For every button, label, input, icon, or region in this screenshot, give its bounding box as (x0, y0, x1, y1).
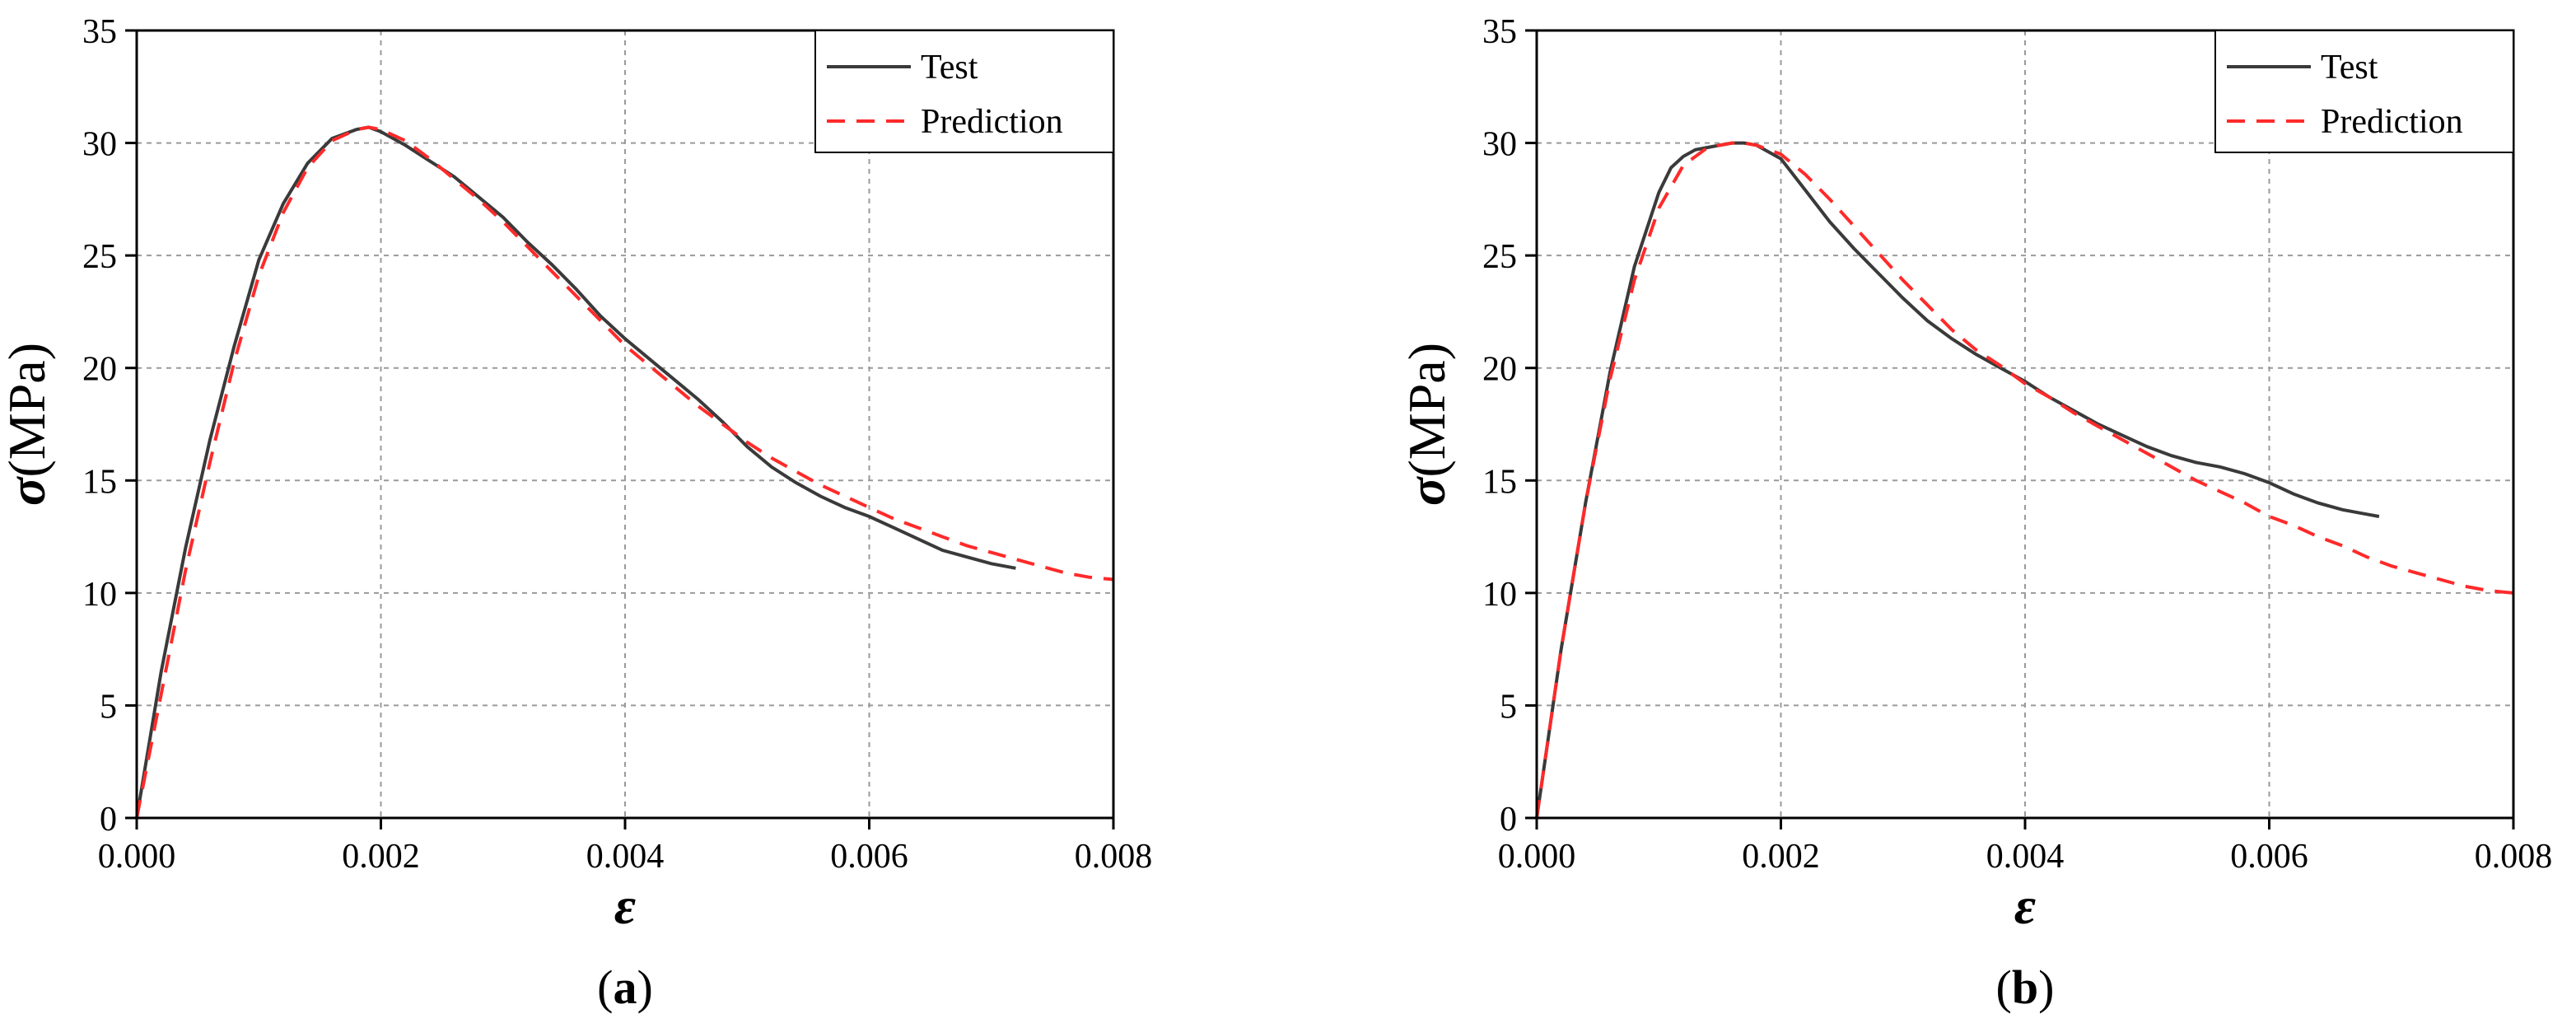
panel-label-close: ) (637, 960, 653, 1014)
y-tick-label: 0 (100, 801, 117, 839)
y-tick-label: 15 (1482, 463, 1517, 501)
panel-label-open: ( (1996, 960, 2012, 1014)
series-line-test (135, 125, 1016, 819)
y-axis-title: σ(MPa) (0, 343, 56, 506)
panel-label: (b) (1996, 960, 2055, 1014)
y-tick-label: 30 (82, 126, 117, 164)
series-line-prediction (135, 125, 1114, 819)
x-axis-title: ε (2014, 876, 2036, 935)
x-tick-label: 0.004 (586, 838, 665, 876)
series-line-prediction (1535, 141, 2514, 819)
y-tick-label: 25 (82, 238, 117, 276)
y-tick-label: 0 (1500, 801, 1517, 839)
y-axis-unit: (MPa) (1398, 343, 1456, 478)
legend-label-test: Test (2321, 49, 2378, 86)
legend-label-prediction: Prediction (921, 103, 1063, 141)
y-tick-label: 10 (1482, 576, 1517, 614)
x-tick-label: 0.006 (830, 838, 908, 876)
y-axis-symbol: σ (0, 476, 56, 506)
x-tick-label: 0.002 (1742, 838, 1820, 876)
series-line-test (1535, 141, 2380, 819)
chart-panel-b: 0.000 0.002 0.004 0.006 0.008 0 5 10 15 20 25 30 35 ε… (1398, 13, 2552, 1014)
y-tick-label: 35 (82, 13, 117, 51)
y-tick-label: 15 (82, 463, 117, 501)
legend-box (814, 30, 1114, 153)
x-axis-title: ε (614, 876, 636, 935)
y-tick-label: 5 (1500, 688, 1517, 726)
panel-label-close: ) (2038, 960, 2054, 1014)
legend-label-test: Test (921, 49, 978, 86)
chart-panel-a: 0.000 0.002 0.004 0.006 0.008 0 5 10 15 20 25 30 35 ε… (0, 13, 1152, 1014)
panel-label: (a) (597, 960, 653, 1014)
x-tick-label: 0.006 (2230, 838, 2308, 876)
x-tick-label: 0.000 (98, 838, 176, 876)
y-tick-label: 30 (1482, 126, 1517, 164)
x-tick-label: 0.002 (342, 838, 420, 876)
x-tick-label: 0.008 (1075, 838, 1153, 876)
y-tick-label: 10 (82, 576, 117, 614)
x-tick-label: 0.008 (2475, 838, 2553, 876)
x-tick-label: 0.004 (1986, 838, 2065, 876)
y-tick-label: 20 (1482, 351, 1517, 389)
x-tick-label: 0.000 (1498, 838, 1576, 876)
y-axis-title: σ(MPa) (1398, 343, 1456, 506)
y-axis-symbol: σ (1398, 476, 1456, 506)
panel-label-letter: a (614, 960, 637, 1014)
y-tick-label: 20 (82, 351, 117, 389)
y-tick-label: 5 (100, 688, 117, 726)
y-tick-label: 35 (1482, 13, 1517, 51)
panel-label-open: ( (597, 960, 613, 1014)
y-tick-label: 25 (1482, 238, 1517, 276)
legend-box (2214, 30, 2514, 153)
panel-label-letter: b (2012, 960, 2038, 1014)
legend-label-prediction: Prediction (2321, 103, 2463, 141)
y-axis-unit: (MPa) (0, 343, 56, 478)
